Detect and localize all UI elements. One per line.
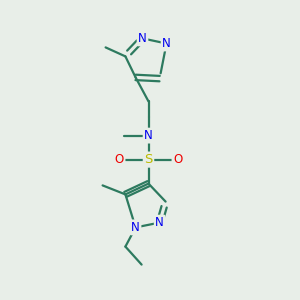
Text: O: O: [115, 153, 124, 166]
Text: N: N: [144, 129, 153, 142]
Text: O: O: [173, 153, 182, 166]
Text: N: N: [138, 32, 147, 45]
Text: N: N: [155, 216, 164, 229]
Text: N: N: [162, 37, 171, 50]
Text: S: S: [144, 153, 153, 166]
Text: N: N: [131, 221, 140, 234]
